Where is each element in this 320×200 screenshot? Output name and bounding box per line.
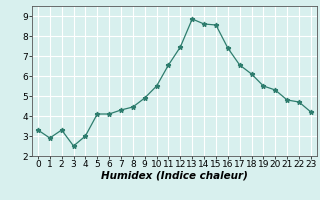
X-axis label: Humidex (Indice chaleur): Humidex (Indice chaleur) [101,171,248,181]
